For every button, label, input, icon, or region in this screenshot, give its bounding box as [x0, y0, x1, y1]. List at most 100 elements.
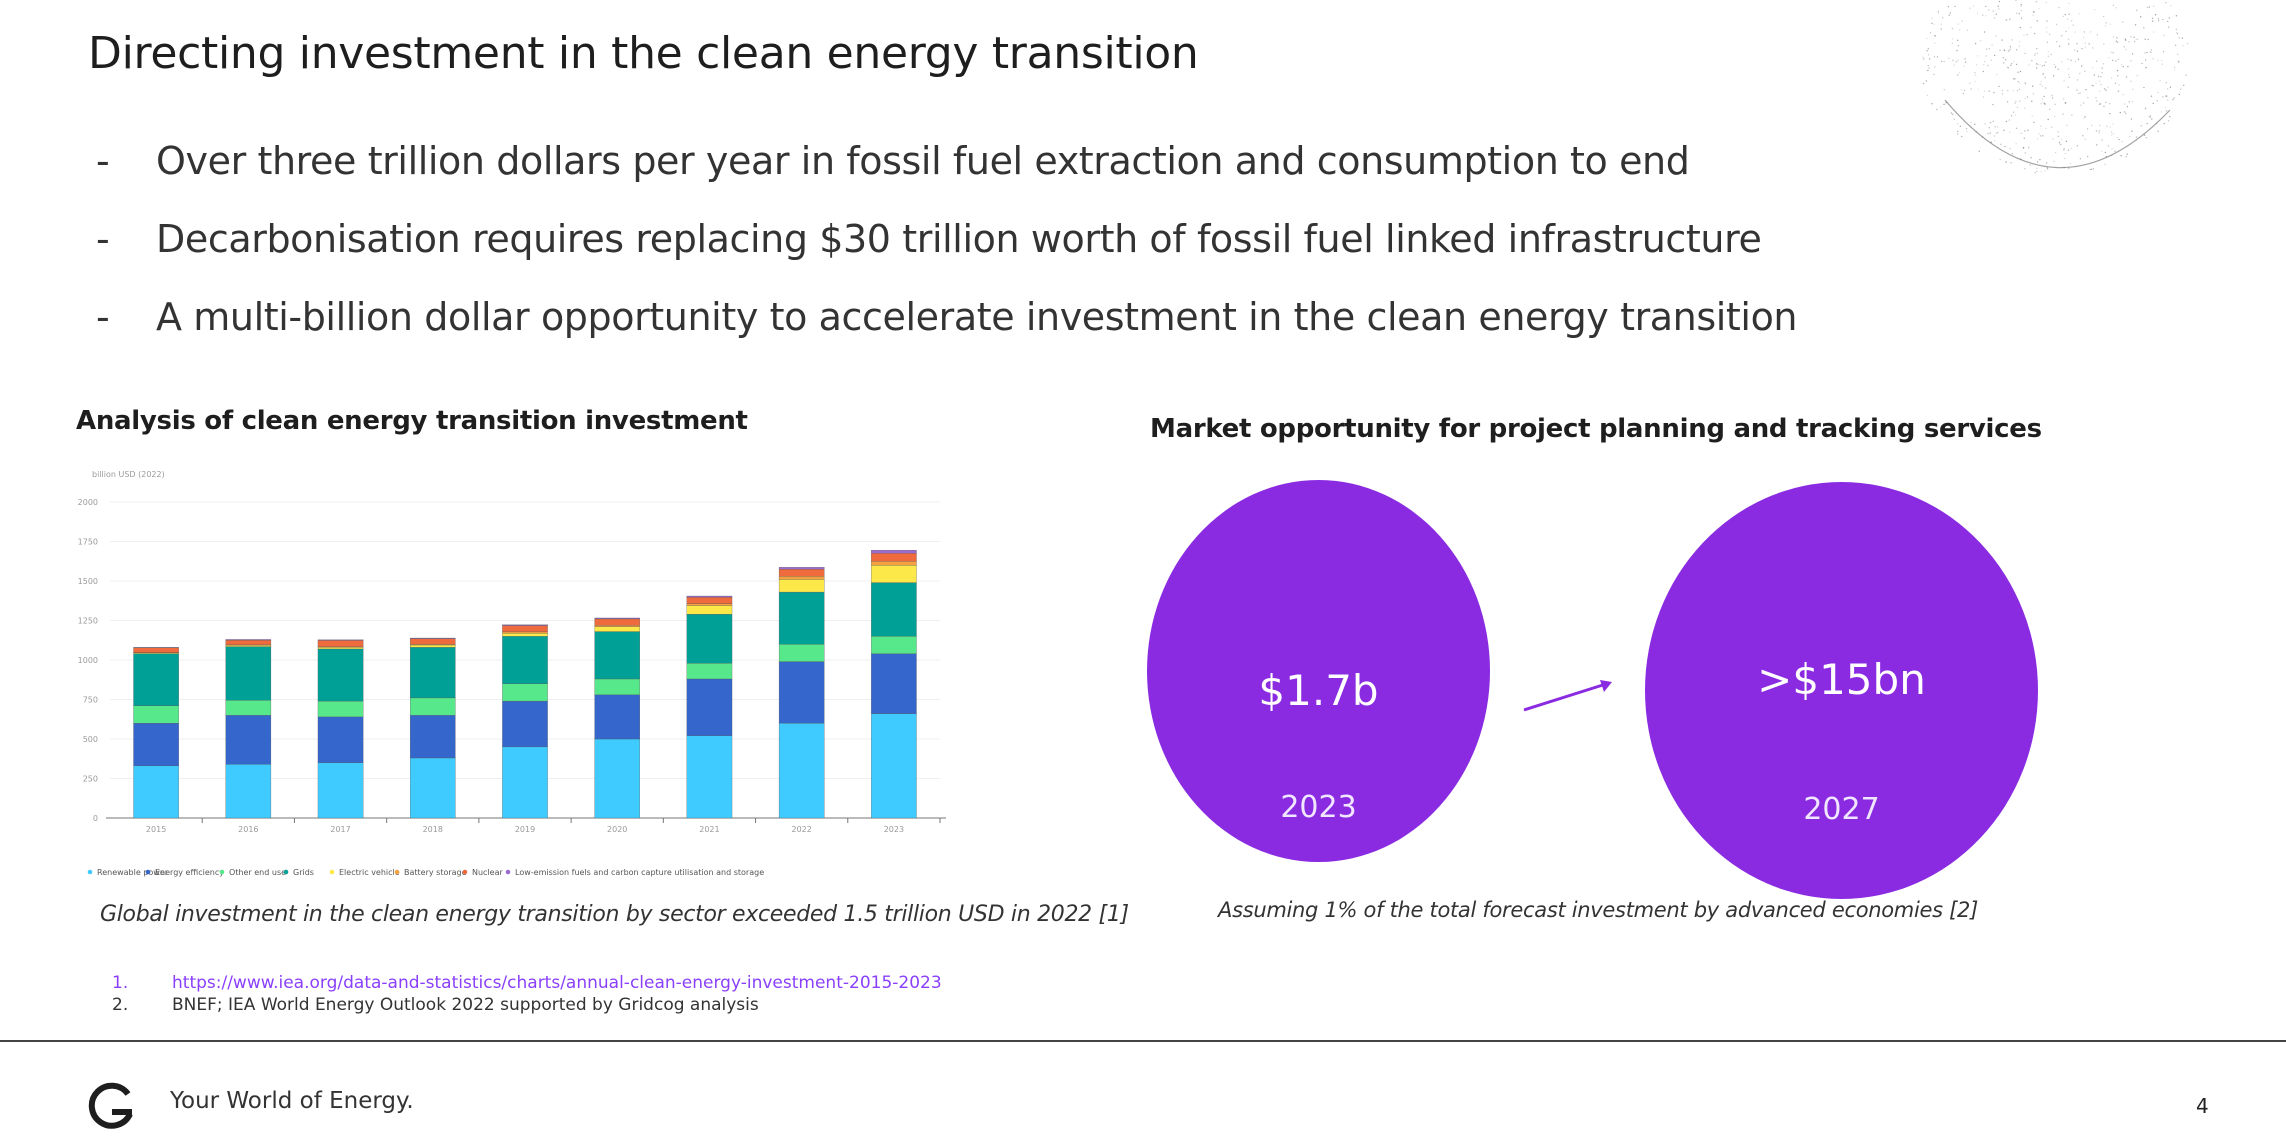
x-tick-label: 2022 — [791, 825, 811, 834]
bar-segment — [410, 644, 456, 648]
legend-item: Other end use — [219, 868, 286, 877]
x-tick-label: 2023 — [884, 825, 904, 834]
bar-stack-2020 — [594, 617, 640, 819]
bar-segment — [778, 579, 825, 593]
x-tick-label: 2015 — [146, 825, 166, 834]
bullet-list: - Over three trillion dollars per year in… — [96, 122, 1798, 356]
bar-segment — [502, 632, 548, 637]
legend-label: Grids — [293, 868, 314, 877]
legend-item: Grids — [283, 868, 314, 877]
legend-label: Nuclear — [472, 868, 504, 877]
bar-segment — [594, 678, 640, 695]
bar-stack-2015 — [133, 647, 179, 819]
x-tick-label: 2020 — [607, 825, 627, 834]
bullet-marker: - — [96, 139, 110, 183]
bar-segment — [317, 640, 364, 647]
y-tick-label: 0 — [93, 814, 98, 823]
bar-segment — [133, 647, 179, 653]
bar-segment — [410, 638, 456, 645]
x-tick-label: 2019 — [515, 825, 535, 834]
legend-swatch — [329, 869, 335, 875]
market-bubble-2023: $1.7b 2023 — [1147, 480, 1490, 862]
bullet-text: Over three trillion dollars per year in … — [156, 139, 1690, 183]
bar-segment — [133, 723, 179, 767]
chart-section-title: Analysis of clean energy transition inve… — [76, 406, 748, 436]
bar-segment — [502, 624, 548, 626]
bar-segment — [871, 636, 917, 654]
bar-segment — [133, 705, 179, 724]
bar-segment — [317, 762, 364, 819]
legend-label: Energy efficiency — [155, 868, 224, 877]
bar-stack-2017 — [317, 639, 364, 819]
legend-item: Battery storage — [394, 868, 467, 877]
legend-item: Renewable power — [87, 868, 169, 877]
bar-segment — [686, 595, 733, 598]
bar-stack-2019 — [502, 624, 548, 819]
y-tick-label: 1250 — [78, 617, 98, 626]
market-bubble-2027: >$15bn 2027 — [1645, 482, 2038, 899]
globe-particle-icon — [1922, 0, 2189, 174]
bar-stack-2018 — [410, 637, 456, 819]
bar-segment — [410, 715, 456, 759]
x-tick-label: 2016 — [238, 825, 258, 834]
bullet-item: - Decarbonisation requires replacing $30 … — [96, 200, 1797, 278]
bar-segment — [594, 694, 640, 740]
reference-item: 1. https://www.iea.org/data-and-statisti… — [112, 972, 942, 994]
bar-segment — [502, 683, 548, 702]
bar-segment — [502, 746, 548, 819]
bar-segment — [594, 618, 640, 626]
y-tick-label: 500 — [83, 735, 98, 744]
bubble-year: 2023 — [1280, 790, 1357, 825]
bar-segment — [871, 553, 917, 562]
bubble-year: 2027 — [1803, 792, 1880, 827]
legend-item: Low-emission fuels and carbon capture ut… — [505, 868, 764, 877]
bullet-marker: - — [96, 295, 110, 339]
y-tick-label: 1750 — [78, 538, 98, 547]
y-tick-label: 1500 — [78, 577, 98, 586]
bar-segment — [686, 663, 733, 680]
bar-segment — [317, 716, 364, 763]
bar-segment — [225, 700, 272, 716]
bar-segment — [225, 645, 272, 647]
legend-swatch — [462, 869, 468, 875]
bar-segment — [225, 764, 272, 819]
bar-segment — [594, 617, 640, 620]
bar-segment — [594, 625, 640, 627]
legend-label: Other end use — [229, 868, 286, 877]
bar-segment — [225, 639, 272, 641]
x-tick-label: 2021 — [699, 825, 719, 834]
footer-tagline: Your World of Energy. — [170, 1088, 414, 1114]
bar-segment — [225, 715, 272, 765]
legend-item: Nuclear — [462, 868, 504, 877]
bar-segment — [871, 561, 917, 566]
references: 1. https://www.iea.org/data-and-statisti… — [112, 972, 942, 1016]
bar-segment — [317, 639, 364, 641]
bullet-item: - Over three trillion dollars per year in… — [96, 122, 1797, 200]
legend-item: Energy efficiency — [145, 868, 224, 877]
y-axis-label: billion USD (2022) — [92, 470, 165, 479]
bubble-value: $1.7b — [1258, 666, 1379, 715]
x-tick-label: 2018 — [423, 825, 443, 834]
bar-segment — [778, 567, 825, 570]
y-tick-label: 2000 — [78, 498, 98, 507]
market-section-title: Market opportunity for project planning … — [1150, 414, 2042, 444]
bar-segment — [317, 647, 364, 650]
bullet-text: A multi-billion dollar opportunity to ac… — [156, 295, 1798, 339]
bar-segment — [410, 697, 456, 716]
stacked-bar-chart: billion USD (2022) 0 250 500 750 1000 1250 150… — [78, 470, 946, 877]
legend-swatch — [219, 869, 225, 875]
slide-title: Directing investment in the clean energy… — [88, 28, 1199, 79]
bar-segment — [594, 626, 640, 632]
bar-segment — [778, 723, 825, 819]
reference-text: BNEF; IEA World Energy Outlook 2022 supp… — [172, 995, 759, 1015]
bar-segment — [502, 636, 548, 684]
bar-segment — [410, 647, 456, 699]
reference-number: 1. — [112, 973, 129, 993]
bar-segment — [686, 678, 733, 736]
legend-swatch — [394, 869, 400, 875]
bullet-marker: - — [96, 217, 110, 261]
bar-segment — [133, 653, 179, 706]
reference-link[interactable]: https://www.iea.org/data-and-statistics/… — [172, 973, 942, 993]
reference-item: 2. BNEF; IEA World Energy Outlook 2022 s… — [112, 994, 942, 1016]
reference-number: 2. — [112, 995, 129, 1015]
